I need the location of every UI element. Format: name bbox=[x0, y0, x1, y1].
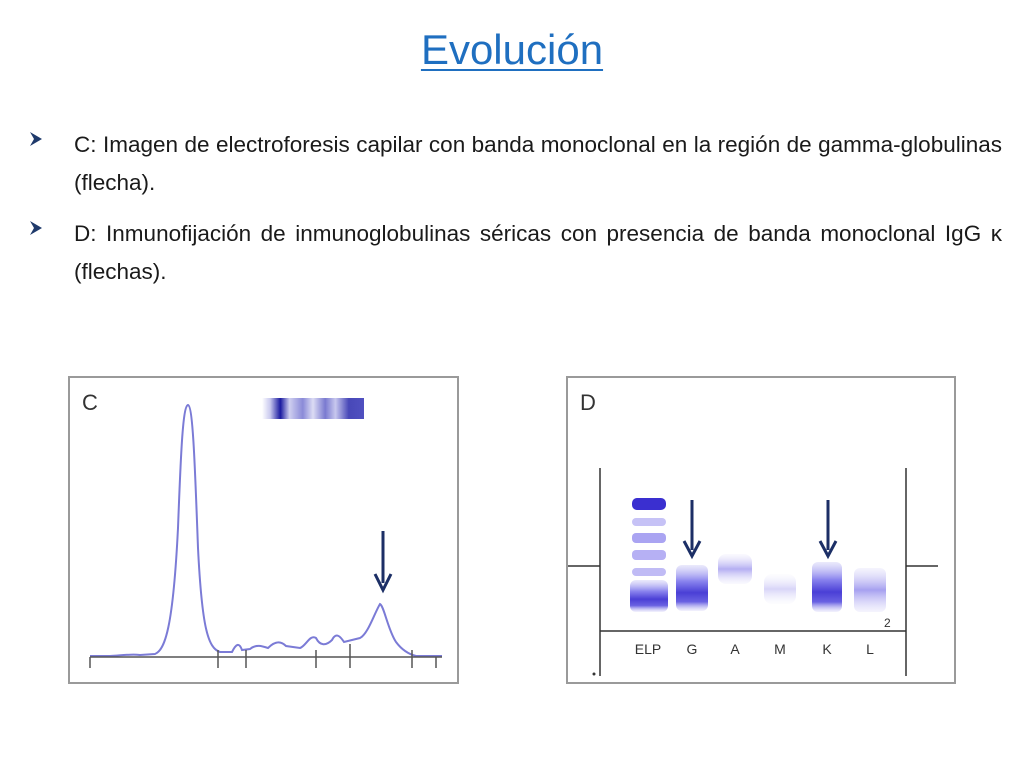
immunofixation-figure: D 2 ELP G A M K L bbox=[566, 376, 956, 684]
lane-k-band bbox=[812, 562, 842, 612]
down-arrow-icon bbox=[682, 500, 702, 560]
gel-marker-number: 2 bbox=[884, 616, 891, 630]
lane-label-l: L bbox=[866, 641, 874, 657]
gel-strip bbox=[262, 398, 364, 419]
panel-label-d: D bbox=[580, 390, 596, 415]
panel-label-c: C bbox=[82, 390, 98, 415]
electrophoresis-curve bbox=[90, 403, 442, 657]
gel-frame bbox=[568, 468, 938, 676]
lane-a-band bbox=[718, 554, 752, 584]
down-arrow-icon bbox=[373, 531, 393, 594]
lane-g-band bbox=[676, 565, 708, 611]
dot-mark bbox=[592, 672, 596, 676]
axis-ticks bbox=[89, 644, 437, 668]
electrophoresis-plot bbox=[89, 398, 442, 668]
bullet-item-d: D: Inmunofijación de inmunoglobulinas sé… bbox=[28, 215, 1002, 291]
arrow-bullet-icon bbox=[28, 126, 74, 152]
lane-label-elp: ELP bbox=[634, 641, 662, 657]
lane-l-band bbox=[854, 568, 886, 612]
electrophoresis-figure: C bbox=[68, 376, 459, 684]
slide-title: Evolución bbox=[420, 26, 604, 73]
down-arrow-icon bbox=[818, 500, 838, 560]
lane-m-band bbox=[764, 574, 796, 604]
lane-label-m: M bbox=[774, 641, 786, 657]
lane-label-g: G bbox=[686, 641, 698, 657]
bullet-list: C: Imagen de electroforesis capilar con … bbox=[28, 126, 1002, 304]
lane-label-a: A bbox=[730, 641, 740, 657]
lane-elp-bands bbox=[630, 498, 668, 612]
arrow-bullet-icon bbox=[28, 215, 74, 241]
bullet-text-c: C: Imagen de electroforesis capilar con … bbox=[74, 132, 1002, 195]
bullet-text-d: D: Inmunofijación de inmunoglobulinas sé… bbox=[74, 221, 1002, 284]
lane-label-k: K bbox=[822, 641, 832, 657]
immunofixation-gel bbox=[568, 468, 938, 676]
bullet-item-c: C: Imagen de electroforesis capilar con … bbox=[28, 126, 1002, 202]
